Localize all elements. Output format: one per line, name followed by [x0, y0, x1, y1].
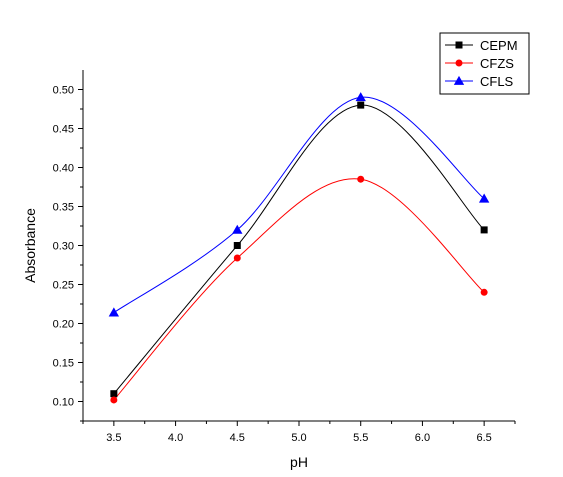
legend: CEPM CFZS CFLS — [439, 32, 530, 95]
y-tick-label: 0.35 — [53, 202, 74, 214]
y-tick-label: 0.30 — [53, 241, 74, 253]
axes: 3.5 4.0 4.5 5.0 5.5 6.0 6.5 0.10 0.15 0.20 0.25 0.3… — [53, 70, 516, 444]
x-axis-title: pH — [290, 454, 308, 470]
y-tick-label: 0.45 — [53, 124, 74, 136]
legend-label-cfzs: CFZS — [480, 56, 514, 71]
y-tick-label: 0.20 — [53, 319, 74, 331]
data-point-cfzs — [233, 254, 241, 262]
y-tick-label: 0.10 — [53, 397, 74, 409]
y-tick-label: 0.15 — [53, 358, 74, 370]
data-point-cfzs — [357, 175, 365, 183]
data-point-cfzs — [110, 396, 118, 404]
y-axis-title: Absorbance — [22, 208, 38, 283]
y-tick-label: 0.40 — [53, 163, 74, 175]
data-point-cfls — [108, 307, 120, 317]
series-line-cepm — [113, 104, 485, 395]
series-line-cfls — [113, 96, 485, 313]
x-tick-label: 3.5 — [106, 432, 121, 444]
legend-marker-cepm — [455, 41, 463, 49]
x-tick-label: 6.0 — [415, 432, 430, 444]
x-tick-label: 6.5 — [476, 432, 491, 444]
series-line-cfzs — [113, 178, 485, 401]
x-tick-label: 5.0 — [291, 432, 306, 444]
x-tick-label: 4.0 — [168, 432, 183, 444]
x-tick-label: 5.5 — [353, 432, 368, 444]
x-tick-label: 4.5 — [230, 432, 245, 444]
y-tick-label: 0.50 — [53, 85, 74, 97]
data-point-cfzs — [480, 288, 488, 296]
series-markers — [108, 92, 490, 404]
data-point-cepm — [357, 101, 365, 109]
series-curves — [113, 96, 485, 401]
data-point-cepm — [110, 390, 118, 398]
data-point-cfls — [355, 92, 366, 102]
legend-marker-cfls — [453, 75, 465, 85]
data-point-cepm — [233, 242, 241, 249]
data-point-cfls — [232, 224, 243, 234]
legend-marker-cfzs — [455, 59, 463, 67]
legend-label-cfls: CFLS — [480, 74, 514, 89]
data-point-cepm — [480, 226, 488, 234]
y-tick-label: 0.25 — [53, 280, 74, 292]
data-point-cfls — [478, 193, 490, 203]
legend-label-cepm: CEPM — [480, 38, 518, 53]
